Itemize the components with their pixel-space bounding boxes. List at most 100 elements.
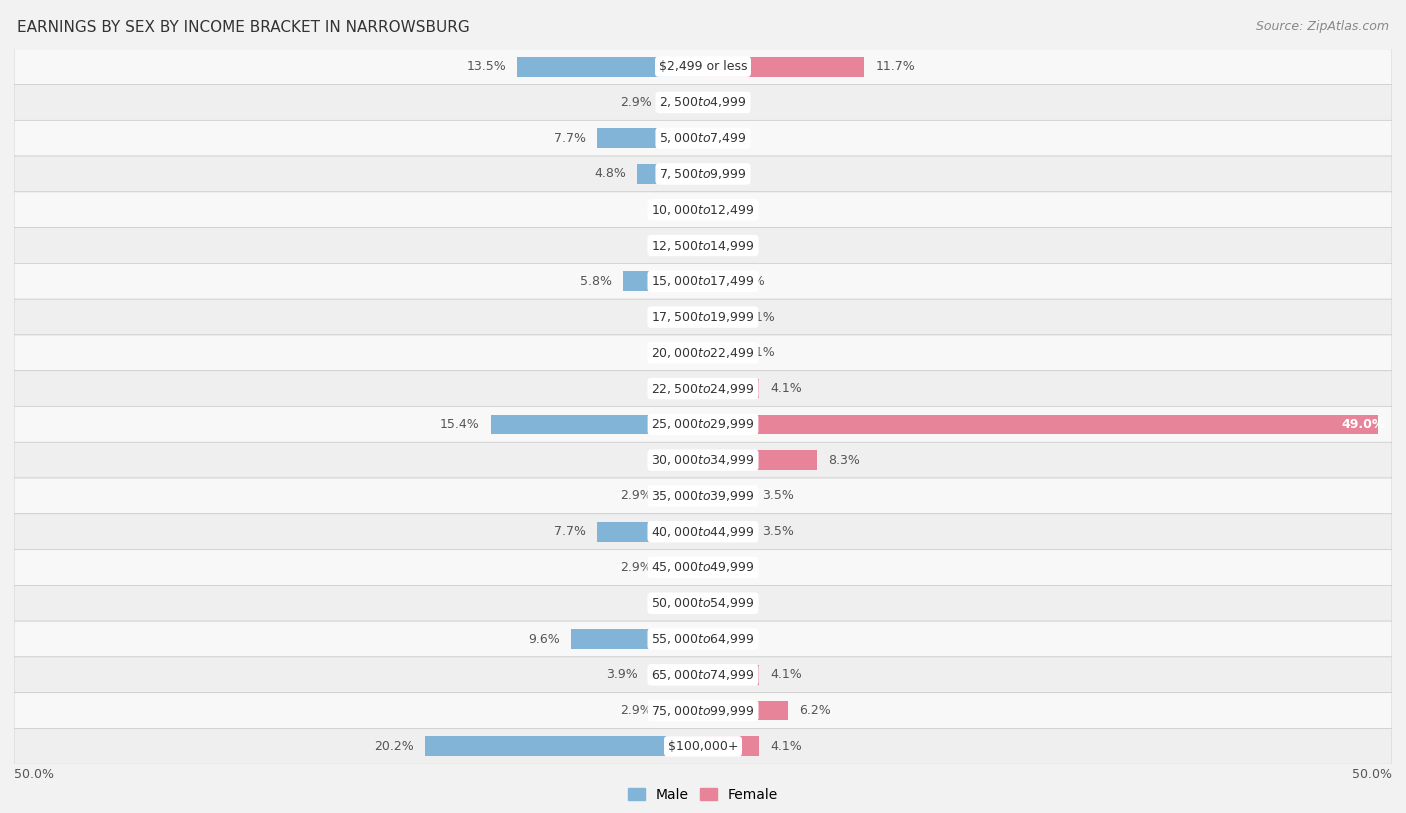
Bar <box>664 701 703 720</box>
Bar <box>664 93 703 112</box>
Text: 9.6%: 9.6% <box>527 633 560 646</box>
Bar <box>703 522 751 541</box>
Text: $35,000 to $39,999: $35,000 to $39,999 <box>651 489 755 503</box>
Text: 2.1%: 2.1% <box>742 346 775 359</box>
FancyBboxPatch shape <box>14 657 1392 693</box>
Text: $17,500 to $19,999: $17,500 to $19,999 <box>651 310 755 324</box>
FancyBboxPatch shape <box>14 728 1392 764</box>
Text: $75,000 to $99,999: $75,000 to $99,999 <box>651 703 755 718</box>
Text: $45,000 to $49,999: $45,000 to $49,999 <box>651 560 755 575</box>
Text: 2.9%: 2.9% <box>620 489 652 502</box>
Text: $25,000 to $29,999: $25,000 to $29,999 <box>651 417 755 432</box>
Text: 49.0%: 49.0% <box>1341 418 1385 431</box>
Text: $10,000 to $12,499: $10,000 to $12,499 <box>651 202 755 217</box>
Text: 6.2%: 6.2% <box>800 704 831 717</box>
FancyBboxPatch shape <box>14 406 1392 442</box>
Text: 0.0%: 0.0% <box>659 311 692 324</box>
Text: $15,000 to $17,499: $15,000 to $17,499 <box>651 274 755 289</box>
Legend: Male, Female: Male, Female <box>623 782 783 807</box>
Bar <box>598 128 703 148</box>
Text: 4.1%: 4.1% <box>770 740 803 753</box>
Text: 13.5%: 13.5% <box>467 60 506 73</box>
Bar <box>703 737 759 756</box>
Text: 1.4%: 1.4% <box>734 275 765 288</box>
FancyBboxPatch shape <box>14 550 1392 585</box>
Text: Source: ZipAtlas.com: Source: ZipAtlas.com <box>1256 20 1389 33</box>
Text: 15.4%: 15.4% <box>440 418 479 431</box>
Text: 0.0%: 0.0% <box>714 132 747 145</box>
Text: 0.0%: 0.0% <box>714 239 747 252</box>
Text: 3.5%: 3.5% <box>762 489 794 502</box>
Bar <box>703 486 751 506</box>
Text: $22,500 to $24,999: $22,500 to $24,999 <box>651 381 755 396</box>
Text: 4.8%: 4.8% <box>593 167 626 180</box>
Text: $40,000 to $44,999: $40,000 to $44,999 <box>651 524 755 539</box>
FancyBboxPatch shape <box>14 371 1392 406</box>
Bar <box>703 415 1378 434</box>
Text: 0.0%: 0.0% <box>714 597 747 610</box>
Bar <box>623 272 703 291</box>
Bar <box>598 522 703 541</box>
Text: 0.0%: 0.0% <box>659 597 692 610</box>
Text: 0.0%: 0.0% <box>714 167 747 180</box>
FancyBboxPatch shape <box>14 478 1392 514</box>
Text: 0.0%: 0.0% <box>714 203 747 216</box>
FancyBboxPatch shape <box>14 228 1392 263</box>
Text: 8.3%: 8.3% <box>828 454 860 467</box>
Text: 3.9%: 3.9% <box>606 668 638 681</box>
Bar <box>703 343 733 363</box>
FancyBboxPatch shape <box>14 299 1392 335</box>
FancyBboxPatch shape <box>14 335 1392 371</box>
Text: $50,000 to $54,999: $50,000 to $54,999 <box>651 596 755 611</box>
Text: $5,000 to $7,499: $5,000 to $7,499 <box>659 131 747 146</box>
Text: EARNINGS BY SEX BY INCOME BRACKET IN NARROWSBURG: EARNINGS BY SEX BY INCOME BRACKET IN NAR… <box>17 20 470 35</box>
Bar <box>571 629 703 649</box>
Bar <box>491 415 703 434</box>
Text: 4.1%: 4.1% <box>770 382 803 395</box>
Text: 2.1%: 2.1% <box>742 311 775 324</box>
Text: 7.7%: 7.7% <box>554 525 586 538</box>
FancyBboxPatch shape <box>14 621 1392 657</box>
FancyBboxPatch shape <box>14 192 1392 228</box>
Text: 5.8%: 5.8% <box>581 275 612 288</box>
Text: $55,000 to $64,999: $55,000 to $64,999 <box>651 632 755 646</box>
Text: 50.0%: 50.0% <box>14 767 53 780</box>
Bar <box>703 379 759 398</box>
Text: 7.7%: 7.7% <box>554 132 586 145</box>
Bar <box>703 665 759 685</box>
Text: $30,000 to $34,999: $30,000 to $34,999 <box>651 453 755 467</box>
Bar <box>425 737 703 756</box>
Text: 0.0%: 0.0% <box>714 561 747 574</box>
FancyBboxPatch shape <box>14 156 1392 192</box>
Text: 2.9%: 2.9% <box>620 96 652 109</box>
Bar <box>664 486 703 506</box>
Bar <box>703 450 817 470</box>
FancyBboxPatch shape <box>14 49 1392 85</box>
Text: 4.1%: 4.1% <box>770 668 803 681</box>
Text: 11.7%: 11.7% <box>875 60 915 73</box>
Text: 3.5%: 3.5% <box>762 525 794 538</box>
Text: 0.0%: 0.0% <box>659 382 692 395</box>
Text: $100,000+: $100,000+ <box>668 740 738 753</box>
Text: $2,499 or less: $2,499 or less <box>659 60 747 73</box>
Text: $65,000 to $74,999: $65,000 to $74,999 <box>651 667 755 682</box>
Text: 50.0%: 50.0% <box>1353 767 1392 780</box>
FancyBboxPatch shape <box>14 263 1392 299</box>
FancyBboxPatch shape <box>14 442 1392 478</box>
Bar <box>637 164 703 184</box>
Text: 2.9%: 2.9% <box>620 561 652 574</box>
Text: 2.9%: 2.9% <box>620 704 652 717</box>
FancyBboxPatch shape <box>14 85 1392 120</box>
Text: 0.0%: 0.0% <box>659 454 692 467</box>
Text: $7,500 to $9,999: $7,500 to $9,999 <box>659 167 747 181</box>
Text: $20,000 to $22,499: $20,000 to $22,499 <box>651 346 755 360</box>
Bar <box>650 665 703 685</box>
Text: 0.0%: 0.0% <box>659 346 692 359</box>
Bar <box>703 57 865 76</box>
Bar <box>703 701 789 720</box>
Text: 0.0%: 0.0% <box>714 96 747 109</box>
Bar <box>703 272 723 291</box>
Bar <box>517 57 703 76</box>
FancyBboxPatch shape <box>14 514 1392 550</box>
FancyBboxPatch shape <box>14 120 1392 156</box>
